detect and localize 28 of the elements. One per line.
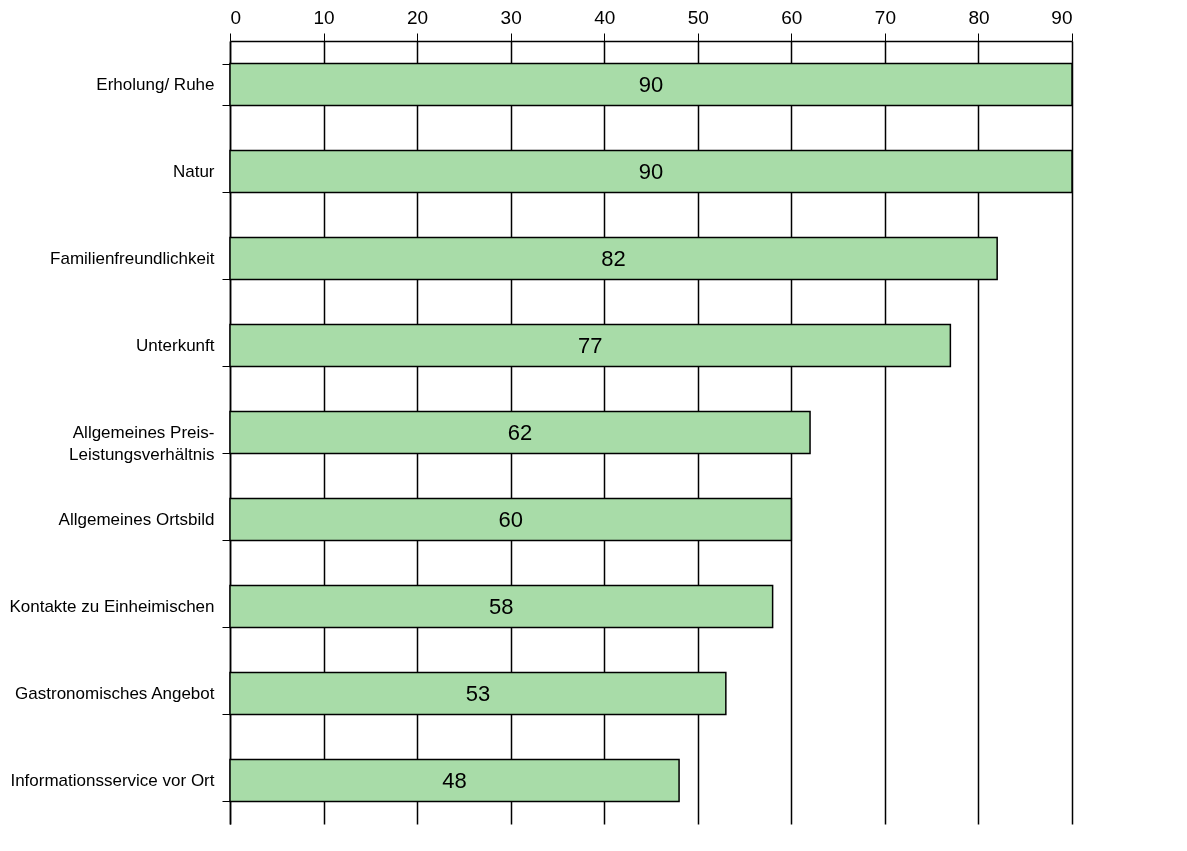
y-tick-label: Erholung/ Ruhe [96,75,215,94]
data-label: 82 [601,245,626,271]
y-tick-label: Natur [172,162,215,181]
x-tick-label: 90 [1051,6,1073,28]
x-tick-label: 30 [500,6,522,28]
y-tick-label: Informationsservice vor Ort [10,771,215,790]
data-label: 90 [638,158,664,184]
data-label: 90 [638,71,664,97]
x-tick-label: 50 [687,6,709,28]
x-tick-label: 0 [230,6,242,28]
data-label: 77 [577,332,603,358]
y-tick-label: Allgemeines Preis- Leistungsverhältnis [68,423,215,464]
x-tick-label: 80 [968,6,990,28]
data-label: 62 [507,419,533,445]
data-label: 53 [465,680,491,706]
y-tick-label: Unterkunft [136,336,215,355]
x-tick-label: 70 [874,6,896,28]
data-label: 48 [442,767,467,793]
x-tick-label: 20 [407,6,429,28]
y-tick-label: Kontakte zu Einheimischen [9,597,215,616]
x-tick-label: 10 [313,6,335,28]
y-tick-label: Familienfreundlichkeit [50,249,215,268]
y-tick-label: Gastronomisches Angebot [15,684,215,703]
x-tick-label: 40 [594,6,616,28]
data-label: 58 [489,593,514,619]
data-label: 60 [498,506,523,532]
y-tick-label: Allgemeines Ortsbild [58,510,215,529]
x-tick-label: 60 [781,6,803,28]
